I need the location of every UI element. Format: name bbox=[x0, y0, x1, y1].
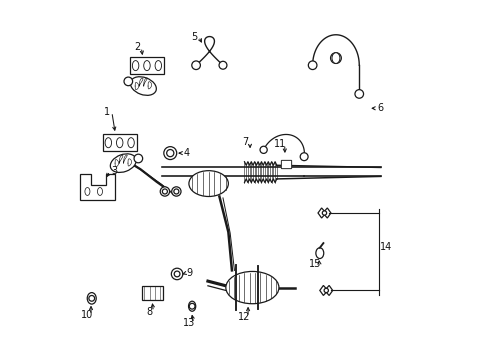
Ellipse shape bbox=[132, 60, 139, 71]
Circle shape bbox=[354, 90, 363, 98]
Circle shape bbox=[134, 154, 142, 163]
Text: 8: 8 bbox=[146, 307, 152, 316]
Circle shape bbox=[171, 268, 183, 280]
Ellipse shape bbox=[87, 293, 96, 304]
Circle shape bbox=[166, 149, 174, 157]
Text: 14: 14 bbox=[379, 242, 391, 252]
Circle shape bbox=[162, 189, 167, 194]
Ellipse shape bbox=[110, 154, 136, 172]
Text: 10: 10 bbox=[81, 310, 93, 320]
Circle shape bbox=[174, 271, 180, 277]
Text: 1: 1 bbox=[104, 107, 110, 117]
Bar bbox=[281, 160, 291, 168]
Ellipse shape bbox=[188, 171, 228, 197]
Text: 11: 11 bbox=[274, 139, 286, 149]
Ellipse shape bbox=[155, 60, 161, 71]
Circle shape bbox=[160, 187, 169, 196]
Text: 2: 2 bbox=[134, 42, 140, 52]
Text: 6: 6 bbox=[377, 103, 383, 113]
Circle shape bbox=[322, 211, 326, 215]
Ellipse shape bbox=[225, 271, 278, 304]
Text: 4: 4 bbox=[183, 148, 190, 158]
Polygon shape bbox=[317, 208, 330, 218]
Text: 13: 13 bbox=[183, 319, 195, 328]
Text: 15: 15 bbox=[308, 259, 321, 269]
Ellipse shape bbox=[105, 138, 111, 148]
Circle shape bbox=[330, 53, 341, 63]
Circle shape bbox=[124, 77, 132, 86]
Circle shape bbox=[191, 61, 200, 69]
Polygon shape bbox=[319, 285, 332, 296]
Circle shape bbox=[189, 303, 195, 309]
Bar bbox=[102, 134, 137, 151]
Circle shape bbox=[324, 288, 328, 293]
Circle shape bbox=[260, 146, 266, 153]
Text: 7: 7 bbox=[242, 138, 248, 147]
Ellipse shape bbox=[331, 53, 339, 63]
Text: 9: 9 bbox=[186, 268, 192, 278]
Text: 12: 12 bbox=[237, 312, 249, 322]
Bar bbox=[281, 160, 291, 168]
Circle shape bbox=[89, 296, 94, 301]
Bar bbox=[130, 57, 163, 74]
Ellipse shape bbox=[315, 248, 323, 258]
Polygon shape bbox=[80, 174, 115, 201]
Circle shape bbox=[300, 153, 307, 161]
Ellipse shape bbox=[130, 77, 156, 95]
Circle shape bbox=[163, 147, 176, 159]
Circle shape bbox=[308, 61, 316, 69]
Circle shape bbox=[174, 189, 179, 194]
Ellipse shape bbox=[116, 138, 122, 148]
Ellipse shape bbox=[97, 188, 102, 195]
Circle shape bbox=[219, 61, 226, 69]
Ellipse shape bbox=[127, 138, 134, 148]
Circle shape bbox=[171, 187, 181, 196]
Ellipse shape bbox=[143, 60, 150, 71]
Ellipse shape bbox=[85, 188, 90, 195]
Bar bbox=[142, 286, 163, 300]
Text: 3: 3 bbox=[111, 166, 117, 176]
Ellipse shape bbox=[188, 301, 195, 311]
Text: 5: 5 bbox=[191, 32, 197, 41]
